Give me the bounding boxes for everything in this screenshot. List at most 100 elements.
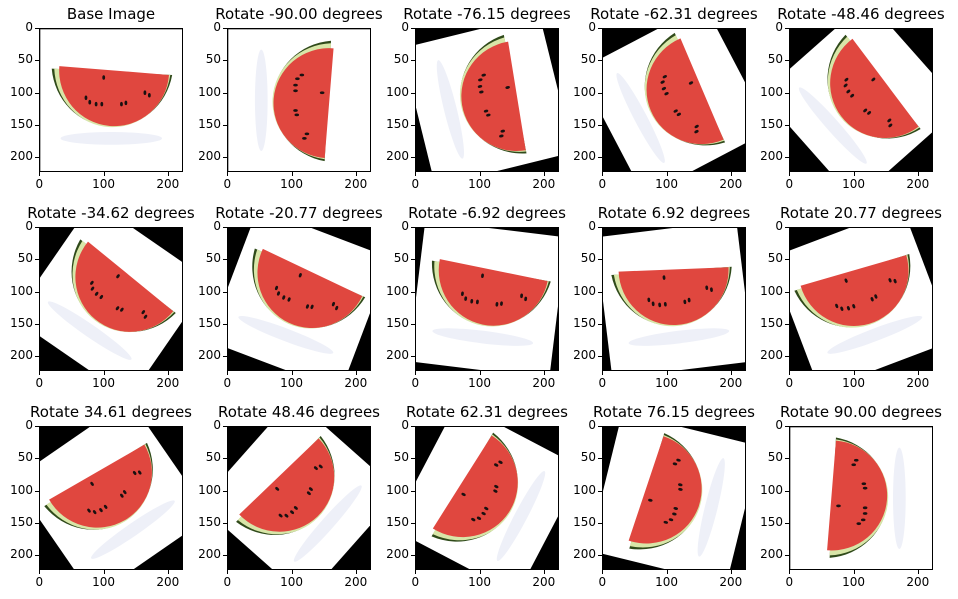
- seed: [478, 78, 483, 82]
- y-tick: [785, 490, 789, 492]
- image-axes: [789, 28, 933, 172]
- y-tick-label: 50: [205, 251, 221, 266]
- seed: [888, 123, 893, 128]
- panel-title: Rotate 6.92 degrees: [597, 204, 751, 222]
- x-tick-label: 200: [906, 376, 930, 390]
- x-tick: [479, 570, 481, 574]
- y-tick: [35, 554, 39, 556]
- seed: [862, 486, 868, 490]
- y-tick: [223, 490, 227, 492]
- panel-title: Base Image: [66, 5, 156, 23]
- y-tick: [598, 458, 602, 460]
- watermelon-flesh: [49, 444, 152, 528]
- watermelon-group: [40, 29, 182, 171]
- seed: [94, 291, 99, 296]
- seed: [672, 462, 678, 466]
- x-tick: [167, 371, 169, 375]
- seed: [867, 111, 872, 115]
- seed: [464, 296, 468, 301]
- watermelon-flesh: [438, 259, 548, 326]
- image-axes: [39, 227, 183, 371]
- x-tick-label: 100: [842, 575, 866, 589]
- seed: [662, 75, 667, 79]
- x-tick-label: 100: [92, 575, 116, 589]
- rotated-image: [40, 29, 182, 171]
- seed: [124, 100, 128, 106]
- y-tick: [223, 156, 227, 158]
- seed: [874, 294, 878, 299]
- y-tick-label: 150: [573, 315, 596, 330]
- seed: [660, 80, 665, 84]
- seed: [461, 291, 464, 297]
- y-tick-label: 100: [573, 482, 596, 497]
- x-tick: [730, 172, 732, 176]
- y-tick-label: 100: [198, 283, 221, 298]
- y-tick: [598, 490, 602, 492]
- y-tick-label: 0: [213, 418, 221, 433]
- shadow: [436, 60, 464, 159]
- image-axes: [415, 227, 559, 371]
- watermelon-flesh: [800, 255, 909, 327]
- x-tick-label: 100: [655, 376, 679, 390]
- image-panel: Rotate -20.77 degrees 0 100 200 0 50 100 150 200: [198, 204, 383, 390]
- watermelon-group: [416, 228, 558, 370]
- y-tick-label: 0: [775, 20, 783, 35]
- y-tick: [35, 426, 39, 428]
- x-tick: [602, 172, 604, 176]
- y-tick-label: 150: [10, 116, 33, 131]
- seed: [477, 84, 483, 88]
- x-tick-label: 0: [598, 575, 607, 589]
- seed: [663, 301, 667, 307]
- rotated-image: [603, 427, 745, 569]
- panel-title: Rotate 34.61 degrees: [30, 403, 192, 421]
- y-tick-label: 150: [198, 116, 221, 131]
- seed: [852, 304, 856, 309]
- x-tick-label: 200: [532, 177, 556, 191]
- y-tick-label: 100: [10, 283, 33, 298]
- seed: [664, 92, 669, 96]
- y-tick-label: 100: [573, 84, 596, 99]
- y-tick: [35, 458, 39, 460]
- seed: [676, 112, 681, 117]
- y-tick-label: 150: [573, 514, 596, 529]
- seed: [844, 77, 849, 82]
- x-tick: [479, 371, 481, 375]
- y-tick-label: 0: [25, 219, 33, 234]
- seed: [103, 504, 108, 509]
- seed: [494, 484, 499, 489]
- y-tick-label: 200: [760, 148, 783, 163]
- x-tick-label: 200: [156, 177, 180, 191]
- panel-title: Rotate -90.00 degrees: [215, 5, 383, 23]
- panel-title: Rotate -48.46 degrees: [777, 5, 945, 23]
- y-tick: [411, 323, 415, 325]
- x-tick: [167, 172, 169, 176]
- seed: [856, 522, 862, 526]
- y-tick: [223, 291, 227, 293]
- x-tick: [730, 570, 732, 574]
- y-tick-label: 200: [198, 347, 221, 362]
- panel-title: Rotate -34.62 degrees: [27, 204, 195, 222]
- y-tick-label: 0: [588, 20, 596, 35]
- rotated-image: [603, 29, 745, 171]
- seed: [678, 483, 683, 487]
- y-tick-label: 100: [198, 482, 221, 497]
- watermelon-group: [416, 29, 558, 171]
- x-tick-label: 100: [280, 575, 304, 589]
- rotated-image: [790, 228, 932, 370]
- y-tick-label: 150: [10, 315, 33, 330]
- y-tick-label: 50: [580, 52, 596, 67]
- y-tick: [598, 355, 602, 357]
- y-tick: [411, 291, 415, 293]
- x-tick: [789, 172, 791, 176]
- y-tick-label: 150: [386, 514, 409, 529]
- y-tick: [223, 227, 227, 229]
- seed: [694, 124, 699, 129]
- shadow: [798, 87, 867, 164]
- seed: [481, 273, 484, 279]
- y-tick-label: 100: [386, 84, 409, 99]
- image-axes: [39, 28, 183, 172]
- seed: [871, 77, 876, 82]
- y-tick: [411, 259, 415, 261]
- seed: [648, 498, 653, 502]
- y-tick-label: 50: [205, 450, 221, 465]
